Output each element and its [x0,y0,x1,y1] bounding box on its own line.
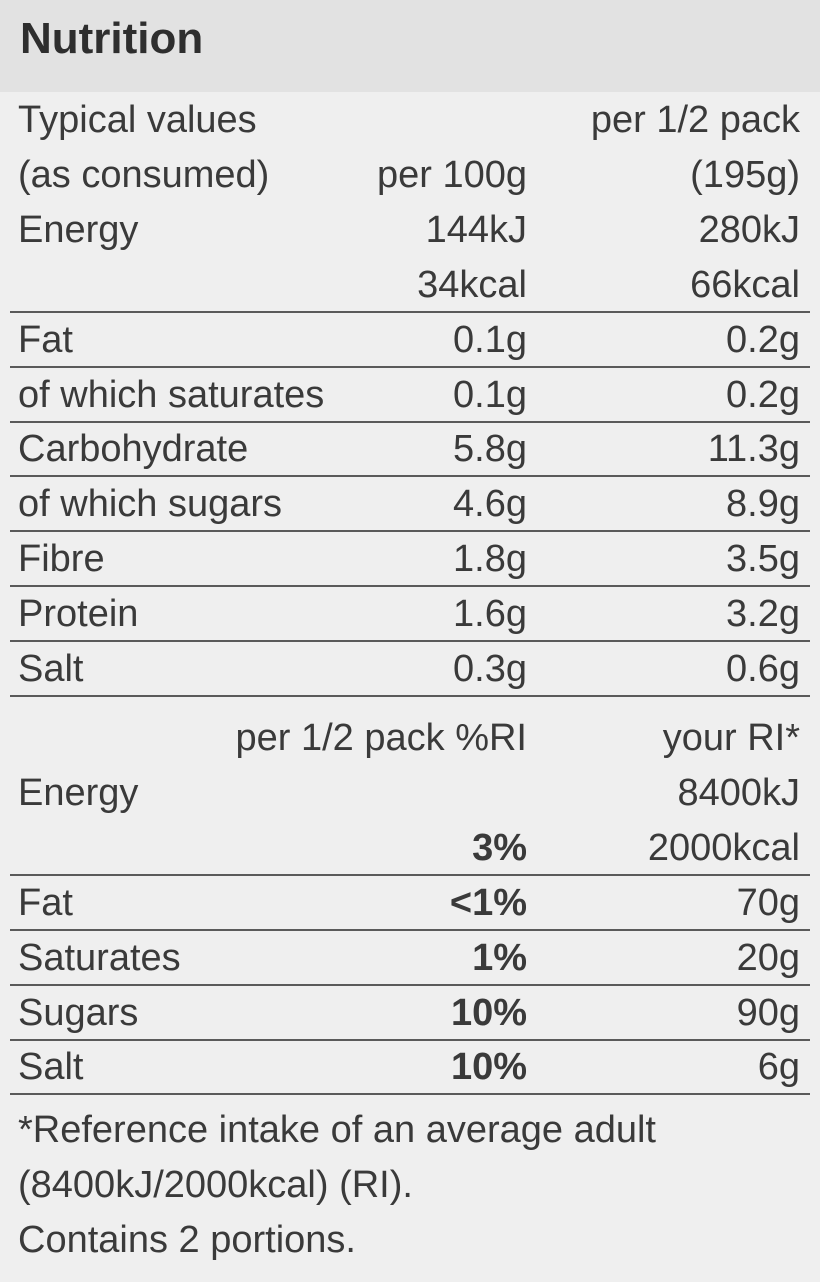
rule [10,929,810,931]
value-cell: 10% [450,1046,527,1089]
row-label: Salt [18,648,84,690]
value-cell: your RI* [662,717,800,759]
value-cell: 4.6g [453,483,527,526]
row-label: Protein [18,593,139,636]
value-cell: 144kJ [425,208,527,251]
rule [10,366,810,368]
rule [10,640,810,642]
value-cell: (195g) [690,153,800,196]
value-cell: 0.3g [453,648,527,690]
row-label: Energy [18,771,139,814]
value-cell: 0.6g [726,648,800,690]
value-cell: 8400kJ [677,771,800,814]
rule [10,311,810,313]
rule [10,530,810,532]
row-label: Carbohydrate [18,428,249,471]
rule [10,475,810,477]
value-cell: per 1/2 pack [590,99,800,141]
row-label: Salt [18,1046,84,1089]
value-cell: per 100g [376,153,527,196]
value-cell: 66kcal [690,263,800,306]
value-cell: 3.5g [726,538,800,581]
value-cell: 11.3g [707,428,800,471]
value-cell: 0.1g [453,373,527,416]
value-cell: 10% [450,991,527,1034]
value-cell: 5.8g [453,428,527,471]
rule [10,585,810,587]
value-cell: 1% [472,936,527,979]
value-cell: 0.2g [726,373,800,416]
row-label: Fat [18,318,73,361]
value-cell: 0.1g [453,318,527,361]
row-label: Saturates [18,936,181,979]
footnote: (8400kJ/2000kcal) (RI). [18,1164,413,1206]
value-cell: 3.2g [726,593,800,636]
value-cell: 280kJ [698,208,800,251]
rule [10,984,810,986]
row-label: Fibre [18,538,105,581]
value-cell: 3% [472,826,527,869]
rule [10,1093,810,1095]
row-label: of which saturates [18,373,325,416]
header-band: Nutrition [0,0,820,92]
row-label: Fat [18,881,73,924]
row-label: of which sugars [18,483,283,526]
value-cell: <1% [449,881,527,924]
value-cell: per 1/2 pack %RI [235,717,527,759]
row-label: Sugars [18,991,139,1034]
value-cell: 70g [736,881,800,924]
rule [10,874,810,876]
value-cell: 20g [736,936,800,979]
value-cell: 1.6g [453,593,527,636]
rule [10,421,810,423]
value-cell: 0.2g [726,318,800,361]
title: Nutrition [20,14,204,63]
value-cell: 2000kcal [647,826,800,869]
footnote: Contains 2 portions. [18,1219,356,1261]
row-label: (as consumed) [18,153,270,196]
value-cell: 34kcal [417,263,527,306]
rule [10,1039,810,1041]
row-label: Typical values [18,99,257,141]
rule [10,695,810,697]
value-cell: 6g [757,1046,800,1089]
value-cell: 1.8g [453,538,527,581]
value-cell: 90g [736,991,800,1034]
row-label: Energy [18,208,139,251]
footnote: *Reference intake of an average adult [18,1109,656,1151]
value-cell: 8.9g [726,483,800,526]
